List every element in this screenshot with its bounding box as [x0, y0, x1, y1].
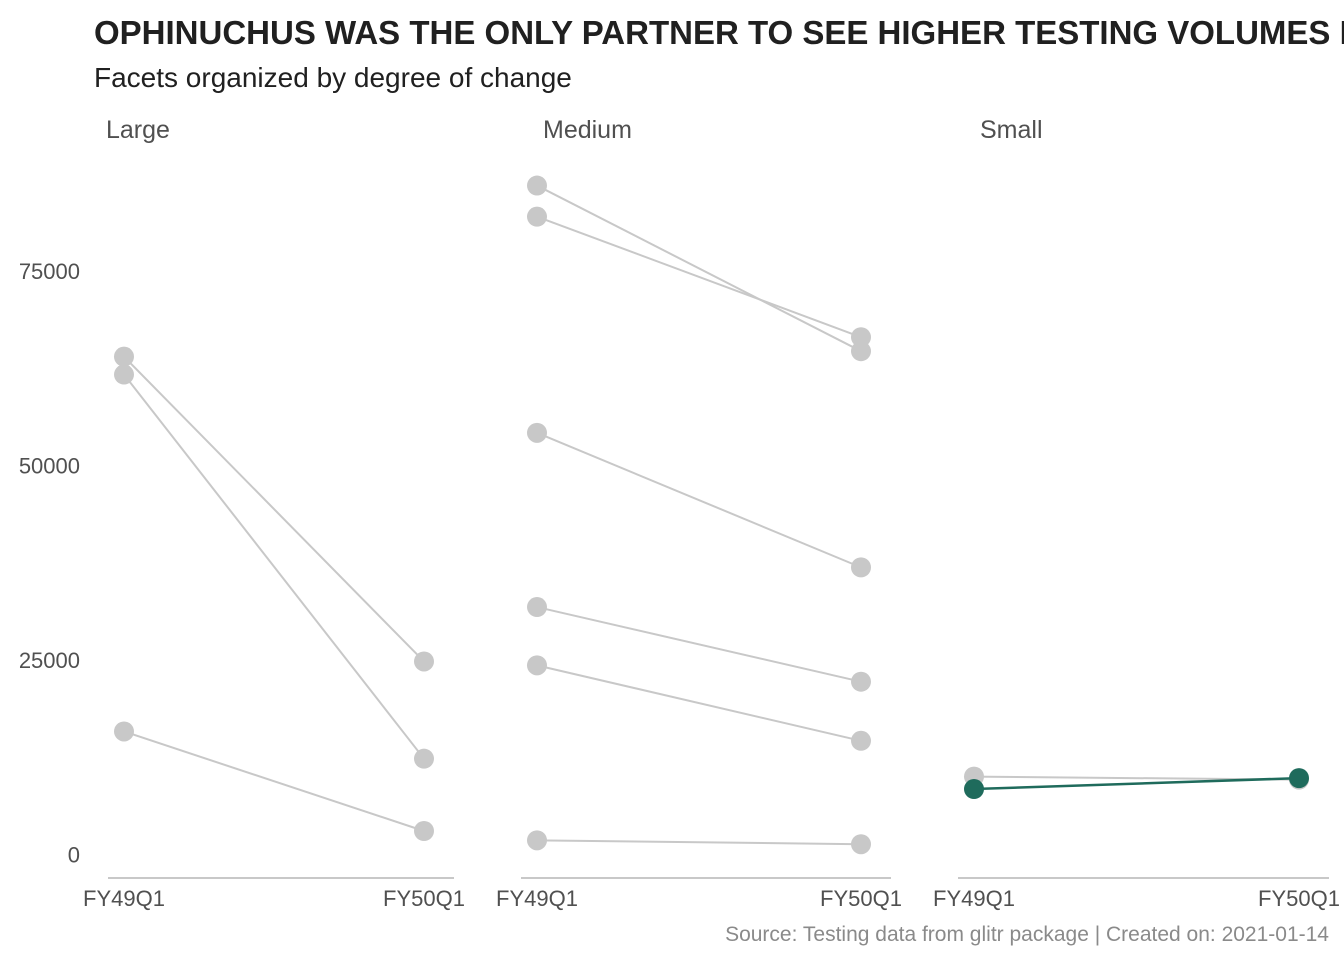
- data-point: [851, 730, 871, 751]
- data-point: [527, 175, 547, 196]
- series-line: [536, 839, 862, 846]
- series-line: [536, 664, 862, 742]
- y-tick-label: 50000: [19, 454, 80, 479]
- series-line: [536, 606, 862, 683]
- facet-label: Large: [106, 116, 170, 144]
- series-line: [123, 355, 425, 663]
- x-tick-label: FY50Q1: [820, 886, 902, 911]
- data-point: [851, 327, 871, 348]
- data-point: [851, 671, 871, 692]
- facet-medium: Medium FY49Q1 FY50Q1: [496, 116, 902, 911]
- facet-small: Small FY49Q1 FY50Q1: [933, 116, 1340, 911]
- series-line: [123, 373, 425, 760]
- highlight-data-point: [964, 779, 984, 800]
- series-line: [123, 730, 425, 832]
- data-point: [851, 557, 871, 578]
- x-tick-label: FY49Q1: [933, 886, 1015, 911]
- data-point: [114, 346, 134, 367]
- data-point: [414, 651, 434, 672]
- data-point: [114, 364, 134, 385]
- series-line: [536, 431, 862, 569]
- y-tick-label: 0: [68, 842, 80, 867]
- chart-title: OPHINUCHUS WAS THE ONLY PARTNER TO SEE H…: [94, 14, 1344, 51]
- chart-subtitle: Facets organized by degree of change: [94, 62, 572, 93]
- data-point: [527, 655, 547, 676]
- facet-large: Large FY49Q1 FY50Q1: [83, 116, 465, 911]
- y-axis: 0 25000 50000 75000: [19, 259, 80, 867]
- series-line: [536, 215, 862, 339]
- series-line: [536, 184, 862, 353]
- data-point: [114, 721, 134, 742]
- chart-caption: Source: Testing data from glitr package …: [725, 923, 1329, 946]
- facet-label: Small: [980, 116, 1043, 144]
- x-tick-label: FY50Q1: [383, 886, 465, 911]
- highlight-data-point: [1289, 768, 1309, 789]
- data-point: [414, 748, 434, 769]
- facet-label: Medium: [543, 116, 632, 144]
- y-tick-label: 75000: [19, 259, 80, 284]
- data-point: [527, 206, 547, 227]
- x-tick-label: FY49Q1: [83, 886, 165, 911]
- data-point: [414, 821, 434, 842]
- data-point: [851, 834, 871, 855]
- data-point: [851, 341, 871, 362]
- y-tick-label: 25000: [19, 648, 80, 673]
- x-tick-label: FY50Q1: [1258, 886, 1340, 911]
- data-point: [527, 422, 547, 443]
- highlight-series-line: [973, 776, 1300, 791]
- data-point: [527, 830, 547, 851]
- x-tick-label: FY49Q1: [496, 886, 578, 911]
- data-point: [527, 597, 547, 618]
